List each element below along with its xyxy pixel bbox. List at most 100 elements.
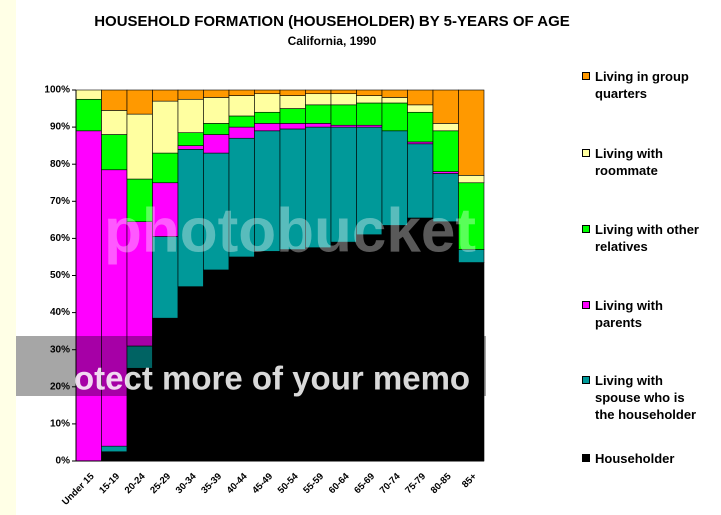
legend-label: Living with spouse who is the householde… — [595, 373, 697, 422]
bar-segment — [177, 286, 204, 462]
bar-segment — [407, 143, 434, 219]
y-tick-label: 80% — [50, 159, 70, 170]
bar-segment — [381, 97, 408, 104]
bar-segment — [203, 97, 230, 124]
bar-segment — [254, 123, 281, 132]
bar-segment — [432, 130, 459, 172]
legend-label: Living in group quarters — [595, 69, 689, 101]
x-tick-label: 80-85 — [429, 471, 454, 496]
legend-entry: Living with roommate — [582, 145, 705, 179]
x-tick-label: 30-34 — [174, 471, 199, 496]
bar-segment — [305, 93, 332, 106]
bar-segment — [279, 123, 306, 130]
legend-swatch — [582, 225, 590, 233]
bar-segment — [101, 451, 128, 462]
bar-segment — [126, 367, 153, 462]
legend-label: Living with roommate — [595, 146, 663, 178]
watermark-band — [16, 336, 486, 396]
legend-entry: Living with other relatives — [582, 221, 705, 255]
bar-segment — [152, 100, 179, 154]
bar-segment — [203, 269, 230, 462]
legend-label: Householder — [595, 451, 675, 466]
bar-segment — [101, 89, 128, 111]
x-tick-label: 20-24 — [123, 471, 148, 496]
bar-segment — [101, 110, 128, 135]
chart-subtitle: California, 1990 — [288, 34, 377, 48]
chart-title: HOUSEHOLD FORMATION (HOUSEHOLDER) BY 5-Y… — [94, 13, 570, 30]
bar-segment — [356, 89, 383, 96]
bar-segment — [305, 126, 332, 248]
y-tick-label: 40% — [50, 307, 70, 318]
bar-segment — [432, 123, 459, 132]
x-tick-label: 25-29 — [148, 471, 173, 496]
bar-segment — [177, 98, 204, 133]
legend-swatch — [582, 376, 590, 384]
x-tick-label: 55-59 — [301, 471, 326, 496]
legend-swatch — [582, 72, 590, 80]
bar-segment — [305, 104, 332, 124]
y-tick-label: 90% — [50, 122, 70, 133]
bar-segment — [177, 132, 204, 146]
y-tick-label: 30% — [50, 344, 70, 355]
x-tick-label: 40-44 — [225, 471, 250, 496]
bar-segment — [279, 108, 306, 124]
bar-segment — [152, 182, 179, 237]
bar-segment — [330, 93, 357, 106]
bar-segment — [177, 145, 204, 150]
bar-segment — [356, 126, 383, 235]
bar-segment — [126, 178, 153, 223]
bar-segment — [458, 175, 485, 184]
bar-segment — [381, 89, 408, 98]
bar-segment — [126, 221, 153, 347]
bar-segment — [330, 89, 357, 95]
bar-segment — [228, 89, 255, 96]
legend-label: Living with other relatives — [595, 222, 699, 254]
bar-segment — [203, 89, 230, 98]
legend-entry: Living with parents — [582, 297, 705, 331]
bar-segment — [228, 126, 255, 139]
left-strip — [0, 0, 16, 515]
bar-segment — [356, 95, 383, 104]
y-tick-label: 70% — [50, 196, 70, 207]
bar-segment — [126, 113, 153, 180]
bar-segment — [75, 130, 102, 462]
bar-segment — [254, 93, 281, 113]
bar-segment — [152, 89, 179, 102]
legend-swatch — [582, 301, 590, 309]
y-tick-label: 20% — [50, 381, 70, 392]
bar-segment — [152, 317, 179, 462]
bar-segment — [407, 89, 434, 106]
bar-segment — [126, 89, 153, 115]
bar-segment — [279, 89, 306, 96]
bar-segment — [228, 137, 255, 258]
y-tick-label: 60% — [50, 233, 70, 244]
bar-segment — [458, 89, 485, 176]
bar-segment — [203, 152, 230, 271]
bar-segment — [177, 149, 204, 287]
x-tick-label: 75-79 — [403, 471, 428, 496]
bar-segment — [330, 104, 357, 126]
x-tick-label: 85+ — [460, 471, 479, 490]
legend-swatch — [582, 149, 590, 157]
bar-segment — [254, 111, 281, 124]
bar-segment — [381, 130, 408, 226]
bar-segment — [407, 111, 434, 143]
bar-segment — [407, 104, 434, 113]
y-tick-label: 10% — [50, 419, 70, 430]
watermark-logo: photobucket — [104, 196, 476, 265]
x-tick-label: 35-39 — [199, 471, 224, 496]
legend-swatch — [582, 454, 590, 462]
watermark-text: otect more of your memo — [74, 360, 470, 397]
y-tick-label: 50% — [50, 270, 70, 281]
bar-segment — [75, 98, 102, 132]
x-tick-label: 15-19 — [97, 471, 122, 496]
bar-segment — [356, 234, 383, 462]
bar-segment — [381, 102, 408, 132]
x-tick-label: Under 15 — [60, 471, 97, 508]
bar-segment — [101, 134, 128, 171]
bar-segment — [254, 130, 281, 252]
bar-segment — [228, 95, 255, 117]
bar-segment — [330, 241, 357, 462]
bar-segment — [305, 247, 332, 462]
